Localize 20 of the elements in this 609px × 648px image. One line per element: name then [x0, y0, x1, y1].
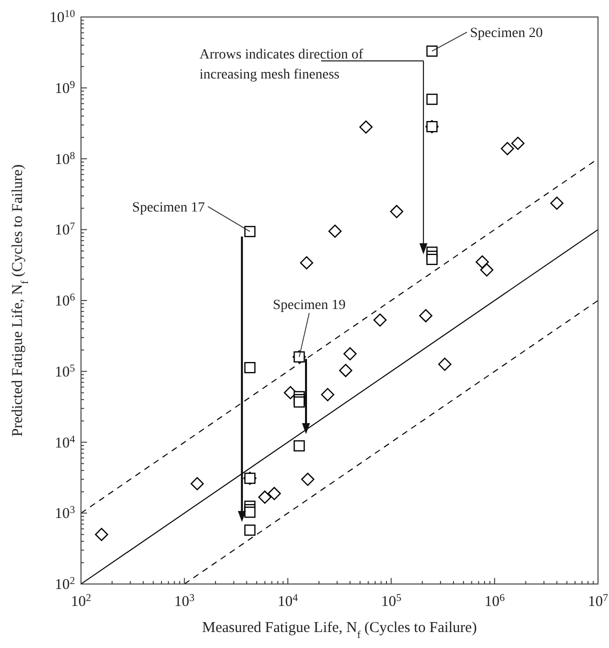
y-tick-label: 10$^{8}$ [54, 150, 75, 168]
x-tick-label: 10$^{3}$ [174, 592, 195, 610]
x-tick-label: 10$^{5}$ [381, 592, 402, 610]
annotation: Specimen 17 [132, 200, 205, 216]
x-tick-label: 10$^{2}$ [70, 592, 92, 610]
annotation: Specimen 19 [272, 298, 346, 313]
y-tick-label: 10$^{9}$ [54, 79, 75, 97]
y-tick-label: 10$^{3}$ [54, 504, 75, 522]
y-tick-label: 10$^{4}$ [54, 434, 76, 452]
y-tick-label: 10$^{7}$ [54, 221, 75, 239]
y-tick-label: 10$^{6}$ [54, 292, 75, 310]
x-tick-label: 10$^{6}$ [484, 592, 505, 610]
x-axis-title: Measured Fatigue Life, N$_{f}$ (Cycles to Failure) [202, 620, 477, 640]
y-tick-label: 10$^{5}$ [54, 362, 75, 380]
y-tick-label: 10$^{10}$ [50, 8, 75, 26]
y-tick-label: 10$^{2}$ [54, 576, 75, 593]
annotation: Arrows indicates direction of increasing mesh fineness [200, 48, 364, 83]
x-tick-label: 10$^{7}$ [588, 592, 608, 610]
annotation: Specimen 20 [470, 26, 543, 42]
x-tick-label: 10$^{4}$ [278, 592, 299, 610]
